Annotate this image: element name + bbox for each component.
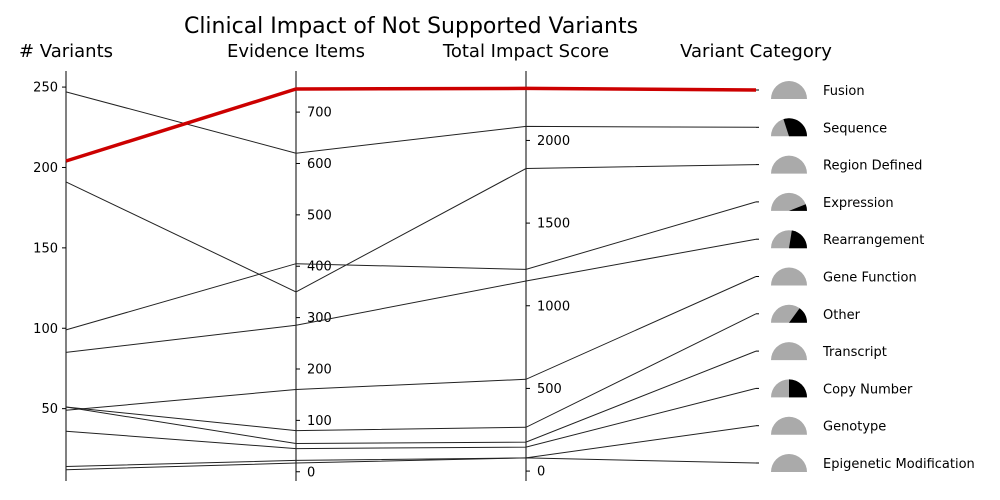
category-item-fusion: Fusion <box>771 81 865 99</box>
category-item-gene-function: Gene Function <box>771 267 917 286</box>
series-line-sequence <box>65 91 757 154</box>
tick-label: 200 <box>307 362 332 377</box>
tick-label: 600 <box>307 157 332 172</box>
category-item-region-defined: Region Defined <box>771 155 922 174</box>
series-line-genotype <box>65 425 757 467</box>
axis-title-impact: Total Impact Score <box>442 41 609 62</box>
category-item-transcript: Transcript <box>771 342 887 361</box>
category-label: Epigenetic Modification <box>823 457 975 472</box>
tick-label: 200 <box>33 161 58 176</box>
axis-title-category: Variant Category <box>680 41 832 62</box>
series-line-expression <box>65 201 757 331</box>
series-line-epigenetic-modification <box>65 457 757 471</box>
half-pie-dark-slice <box>783 118 807 137</box>
axis-title-variants: # Variants <box>19 41 113 62</box>
category-label: Gene Function <box>823 271 917 286</box>
half-pie-icon <box>771 342 807 361</box>
series-line-other <box>65 313 757 432</box>
half-pie-icon <box>771 155 807 174</box>
category-label: Other <box>823 308 861 323</box>
tick-label: 400 <box>307 260 332 275</box>
tick-label: 0 <box>537 465 545 480</box>
axis-title-evidence: Evidence Items <box>227 41 365 62</box>
half-pie-icon <box>771 192 807 211</box>
category-item-expression: Expression <box>771 192 894 211</box>
half-pie-dark-slice <box>789 230 808 249</box>
series-line-copy-number <box>65 387 757 450</box>
category-item-other: Other <box>771 304 861 323</box>
tick-label: 1500 <box>537 217 570 232</box>
category-label: Expression <box>823 196 894 211</box>
half-pie-dark-slice <box>789 308 807 323</box>
tick-label: 100 <box>307 414 332 429</box>
series-line-transcript <box>65 350 757 445</box>
tick-label: 500 <box>307 208 332 223</box>
series-line-fusion <box>65 86 757 163</box>
category-item-epigenetic-modification: Epigenetic Modification <box>771 454 975 472</box>
tick-label: 500 <box>537 382 562 397</box>
series-line-region-defined <box>65 164 757 293</box>
axes-layer: 5010015020025001002003004005006007000500… <box>33 71 759 481</box>
category-item-rearrangement: Rearrangement <box>771 230 924 249</box>
category-label: Rearrangement <box>823 233 924 248</box>
tick-label: 100 <box>33 322 58 337</box>
tick-label: 150 <box>33 241 58 256</box>
half-pie-icon <box>771 416 807 435</box>
category-label: Fusion <box>823 84 865 99</box>
category-item-genotype: Genotype <box>771 416 886 435</box>
half-pie-icon <box>771 81 807 99</box>
category-item-copy-number: Copy Number <box>771 379 913 398</box>
category-label: Genotype <box>823 420 886 435</box>
half-pie-dark-slice <box>789 379 807 398</box>
lines-layer <box>65 86 757 471</box>
half-pie-dark-slice <box>789 204 808 211</box>
tick-label: 1000 <box>537 299 570 314</box>
half-pie-icon <box>771 454 807 472</box>
category-label: Transcript <box>822 345 887 360</box>
category-layer: Fusion Sequence Region Defined Expression Re… <box>771 81 975 472</box>
tick-label: 700 <box>307 106 332 121</box>
chart-title: Clinical Impact of Not Supported Variant… <box>184 14 638 39</box>
tick-label: 50 <box>41 402 58 417</box>
series-line-rearrangement <box>65 238 757 353</box>
category-label: Sequence <box>823 121 887 136</box>
category-item-sequence: Sequence <box>771 118 887 137</box>
tick-label: 0 <box>307 465 315 480</box>
half-pie-icon <box>771 267 807 286</box>
category-label: Region Defined <box>823 159 922 174</box>
series-line-gene-function <box>65 276 757 411</box>
tick-label: 2000 <box>537 134 570 149</box>
category-label: Copy Number <box>823 382 913 397</box>
tick-label: 250 <box>33 81 58 96</box>
